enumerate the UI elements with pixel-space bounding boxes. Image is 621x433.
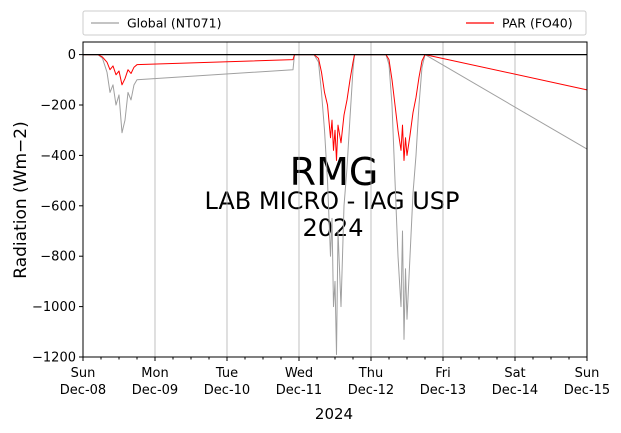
x-tick-label-day: Sun	[71, 366, 96, 381]
legend-label-global: Global (NT071)	[127, 16, 221, 31]
y-tick-label: −200	[40, 99, 76, 114]
y-tick-label: −400	[40, 149, 76, 164]
y-axis-label: Radiation (Wm−2)	[11, 121, 31, 278]
legend: Global (NT071) PAR (FO40)	[82, 10, 587, 36]
y-tick-label: −1000	[32, 300, 76, 315]
watermark-line-1: RMG	[290, 150, 379, 194]
x-tick-label-date: Dec-10	[204, 383, 250, 398]
x-tick-label-date: Dec-09	[132, 383, 178, 398]
watermark: RMG LAB MICRO - IAG USP 2024	[204, 150, 459, 242]
axes-layer: 0−200−400−600−800−1000−1200SunDec-08MonD…	[32, 41, 610, 398]
x-tick-label-date: Dec-15	[564, 383, 610, 398]
x-tick-label-day: Mon	[141, 366, 168, 381]
x-axis-label: 2024	[315, 405, 353, 423]
x-tick-label-day: Thu	[358, 366, 383, 381]
legend-label-par: PAR (FO40)	[502, 16, 573, 31]
y-tick-label: −1200	[32, 351, 76, 366]
x-tick-label-date: Dec-13	[420, 383, 466, 398]
series-layer	[83, 54, 588, 355]
x-tick-label-date: Dec-12	[348, 383, 394, 398]
y-tick-label: −800	[40, 250, 76, 265]
x-tick-label-date: Dec-11	[276, 383, 322, 398]
legend-box	[82, 10, 587, 36]
x-tick-label-date: Dec-14	[492, 383, 538, 398]
x-tick-label-day: Sun	[575, 366, 600, 381]
series-line-global	[83, 54, 588, 355]
x-grid-lines	[154, 42, 516, 357]
x-tick-label-day: Fri	[435, 366, 451, 381]
x-tick-label-day: Sat	[504, 366, 525, 381]
y-tick-label: −600	[40, 199, 76, 214]
watermark-line-2: LAB MICRO - IAG USP	[204, 187, 459, 215]
x-tick-label-date: Dec-08	[60, 383, 106, 398]
x-tick-label-day: Wed	[285, 366, 313, 381]
x-tick-label-day: Tue	[215, 366, 238, 381]
watermark-line-3: 2024	[302, 214, 363, 242]
series-line-par	[83, 54, 588, 161]
y-tick-label: 0	[68, 48, 76, 63]
